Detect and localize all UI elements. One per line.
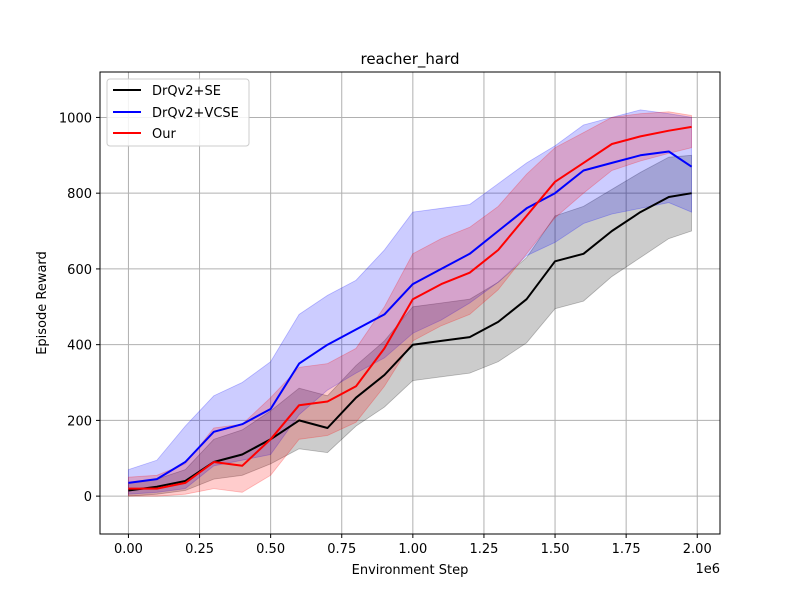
y-axis-label: Episode Reward [35, 251, 50, 355]
line-drqv2-se [128, 192, 692, 492]
plot-frame [99, 71, 721, 535]
band-drqv2-se [127, 154, 692, 497]
x-tick-label: 1.75 [612, 542, 641, 557]
legend-label-our: Our [152, 127, 176, 142]
legend: DrQv2+SE DrQv2+VCSE Our [106, 78, 250, 147]
x-tick-label: 2.00 [683, 542, 712, 557]
axis-ticks: 0.00 0.25 0.50 0.75 1.00 1.25 1.50 1.75 2.00 0 200… [59, 111, 712, 557]
x-tick-label: 0.75 [327, 542, 356, 557]
grid-lines [100, 72, 720, 534]
x-tick-label: 0.25 [185, 542, 214, 557]
x-tick-label: 0.50 [256, 542, 285, 557]
line-our [128, 125, 692, 490]
y-tick-label: 800 [67, 187, 92, 202]
chart-title: reacher_hard [360, 50, 459, 69]
y-tick-label: 600 [67, 263, 92, 278]
x-tick-label: 1.25 [469, 542, 498, 557]
x-axis-offset-label: 1e6 [695, 562, 720, 577]
y-tick-label: 400 [67, 339, 92, 354]
legend-label-drqv2-vcse: DrQv2+VCSE [152, 106, 239, 121]
x-tick-label: 1.00 [398, 542, 427, 557]
band-drqv2-vcse [127, 109, 692, 495]
y-tick-label: 0 [84, 490, 92, 505]
legend-box [106, 78, 250, 147]
x-tick-label: 0.00 [114, 542, 143, 557]
x-axis-label: Environment Step [352, 563, 469, 578]
legend-label-drqv2-se: DrQv2+SE [152, 84, 221, 99]
x-tick-label: 1.50 [541, 542, 570, 557]
line-drqv2-vcse [128, 150, 693, 484]
y-tick-label: 1000 [59, 111, 92, 126]
series-lines [128, 125, 693, 492]
y-tick-label: 200 [67, 414, 92, 429]
